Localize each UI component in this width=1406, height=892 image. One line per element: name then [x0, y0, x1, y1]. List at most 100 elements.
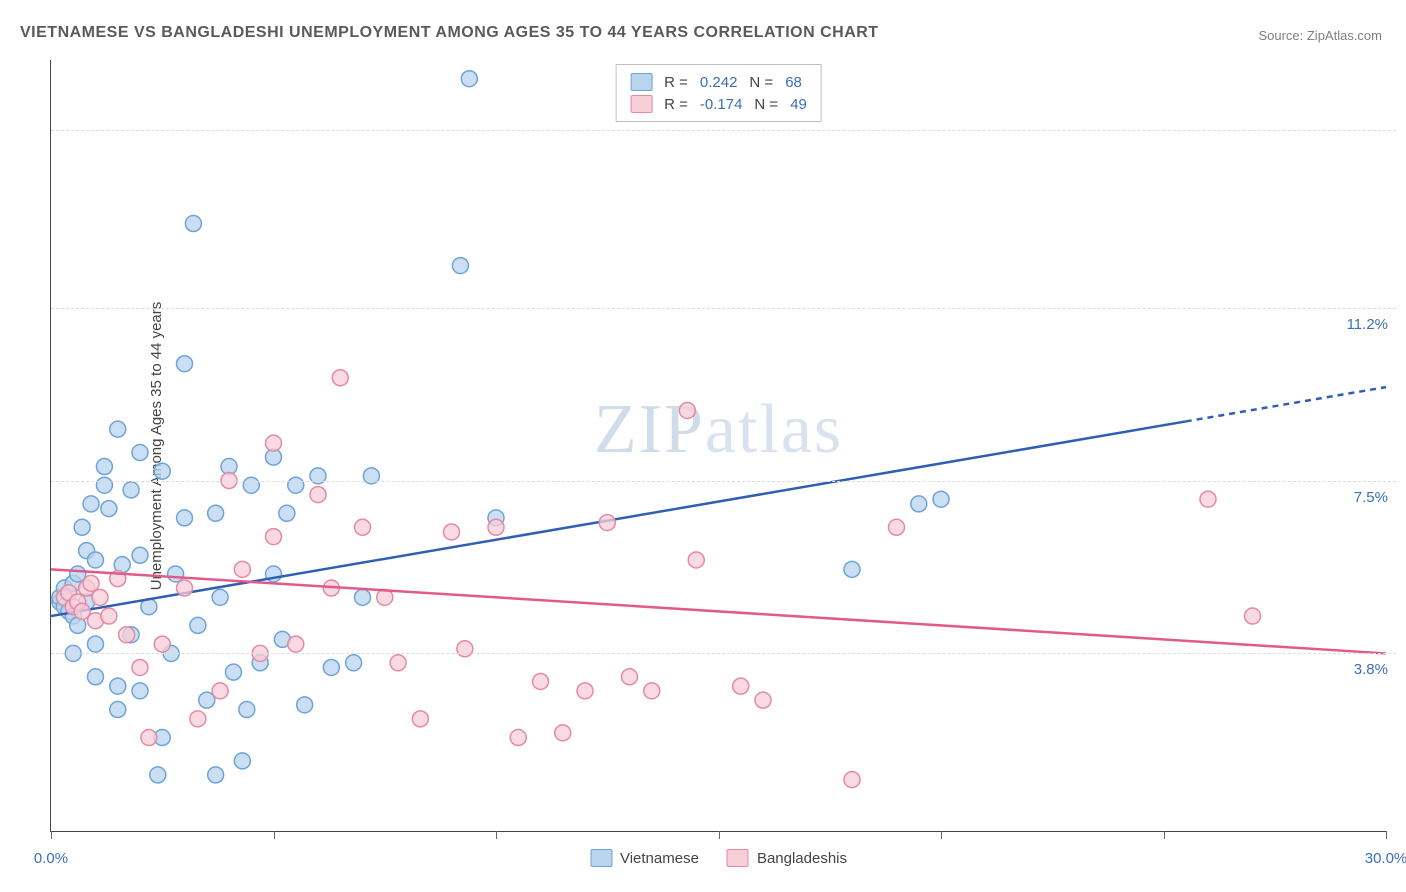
scatter-point — [208, 505, 224, 521]
gridline — [51, 308, 1396, 309]
x-tick — [1386, 831, 1387, 839]
gridline — [51, 130, 1396, 131]
scatter-point — [488, 519, 504, 535]
scatter-point — [688, 552, 704, 568]
n-label-2: N = — [754, 96, 778, 113]
x-tick — [274, 831, 275, 839]
stats-row-series-2: R = -0.174 N = 49 — [630, 93, 807, 115]
scatter-point — [110, 702, 126, 718]
scatter-point — [141, 730, 157, 746]
scatter-point — [234, 753, 250, 769]
scatter-point — [288, 636, 304, 652]
scatter-point — [755, 692, 771, 708]
r-label-2: R = — [664, 96, 688, 113]
scatter-point — [88, 636, 104, 652]
scatter-point — [185, 216, 201, 232]
r-value-2: -0.174 — [700, 96, 743, 113]
scatter-point — [933, 491, 949, 507]
scatter-point — [239, 702, 255, 718]
scatter-point — [132, 683, 148, 699]
scatter-point — [150, 767, 166, 783]
source-link[interactable]: ZipAtlas.com — [1307, 28, 1382, 43]
scatter-point — [132, 547, 148, 563]
scatter-point — [355, 589, 371, 605]
scatter-point — [83, 496, 99, 512]
scatter-point — [622, 669, 638, 685]
source-attribution: Source: ZipAtlas.com — [1258, 28, 1382, 43]
y-tick-label: 3.8% — [1354, 661, 1388, 678]
scatter-point — [390, 655, 406, 671]
scatter-point — [332, 370, 348, 386]
scatter-point — [461, 71, 477, 87]
scatter-point — [1245, 608, 1261, 624]
stats-legend-box: R = 0.242 N = 68 R = -0.174 N = 49 — [615, 64, 822, 122]
scatter-point — [225, 664, 241, 680]
scatter-point — [190, 711, 206, 727]
x-tick — [51, 831, 52, 839]
x-tick — [1164, 831, 1165, 839]
scatter-point — [177, 580, 193, 596]
scatter-point — [266, 529, 282, 545]
x-tick-label: 0.0% — [34, 850, 68, 867]
chart-container: VIETNAMESE VS BANGLADESHI UNEMPLOYMENT A… — [0, 0, 1406, 892]
scatter-point — [444, 524, 460, 540]
legend-swatch-1 — [630, 73, 652, 91]
scatter-point — [733, 678, 749, 694]
scatter-point — [190, 617, 206, 633]
scatter-point — [355, 519, 371, 535]
scatter-point — [88, 552, 104, 568]
scatter-point — [323, 659, 339, 675]
bottom-swatch-2 — [727, 849, 749, 867]
source-prefix: Source: — [1258, 28, 1306, 43]
scatter-point — [177, 356, 193, 372]
scatter-point — [279, 505, 295, 521]
legend-label-2: Bangladeshis — [757, 850, 847, 867]
trend-line-dashed — [1186, 387, 1386, 421]
scatter-point — [123, 482, 139, 498]
scatter-point — [96, 459, 112, 475]
n-value-2: 49 — [790, 96, 807, 113]
scatter-point — [452, 258, 468, 274]
scatter-point — [154, 463, 170, 479]
chart-title: VIETNAMESE VS BANGLADESHI UNEMPLOYMENT A… — [20, 24, 879, 42]
scatter-point — [212, 683, 228, 699]
r-value-1: 0.242 — [700, 74, 738, 91]
scatter-point — [234, 561, 250, 577]
scatter-point — [533, 673, 549, 689]
scatter-point — [119, 627, 135, 643]
n-label-1: N = — [749, 74, 773, 91]
scatter-plot-svg — [51, 60, 1386, 831]
scatter-point — [346, 655, 362, 671]
trend-line — [51, 569, 1386, 653]
scatter-point — [889, 519, 905, 535]
scatter-point — [844, 561, 860, 577]
scatter-point — [555, 725, 571, 741]
scatter-point — [83, 575, 99, 591]
scatter-point — [577, 683, 593, 699]
scatter-point — [208, 767, 224, 783]
scatter-point — [177, 510, 193, 526]
scatter-point — [510, 730, 526, 746]
legend-item-1: Vietnamese — [590, 849, 699, 867]
x-tick — [941, 831, 942, 839]
scatter-point — [101, 608, 117, 624]
scatter-point — [679, 402, 695, 418]
scatter-point — [266, 435, 282, 451]
n-value-1: 68 — [785, 74, 802, 91]
gridline — [51, 653, 1396, 654]
scatter-point — [74, 519, 90, 535]
stats-row-series-1: R = 0.242 N = 68 — [630, 71, 807, 93]
scatter-point — [168, 566, 184, 582]
scatter-point — [212, 589, 228, 605]
r-label-1: R = — [664, 74, 688, 91]
scatter-point — [132, 659, 148, 675]
scatter-point — [110, 421, 126, 437]
scatter-point — [911, 496, 927, 512]
legend-item-2: Bangladeshis — [727, 849, 847, 867]
bottom-swatch-1 — [590, 849, 612, 867]
x-tick — [496, 831, 497, 839]
x-tick-label: 30.0% — [1365, 850, 1406, 867]
y-tick-label: 11.2% — [1347, 316, 1388, 333]
scatter-point — [101, 501, 117, 517]
scatter-point — [92, 589, 108, 605]
